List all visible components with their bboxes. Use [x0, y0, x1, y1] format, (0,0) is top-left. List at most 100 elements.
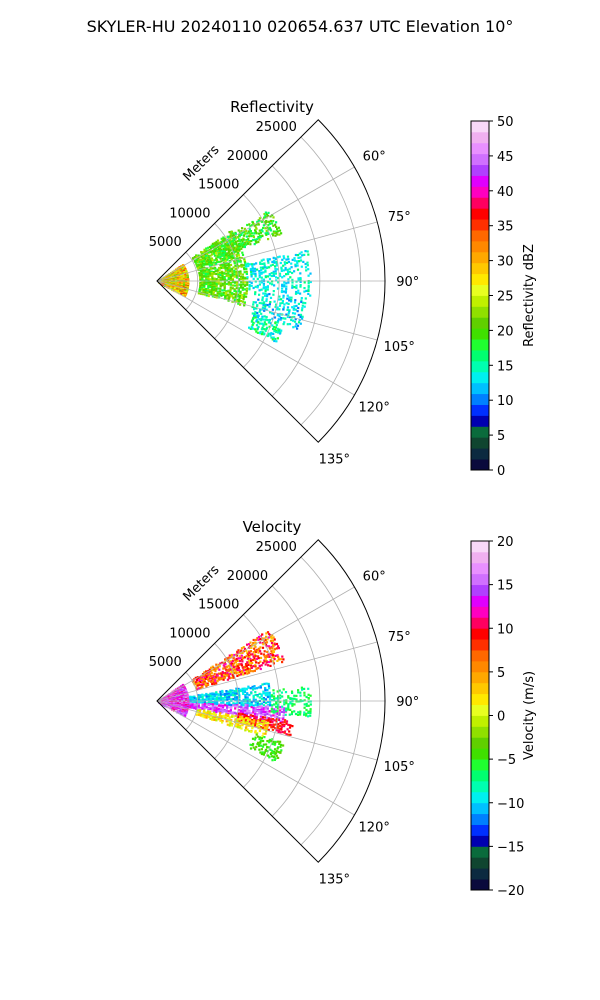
- colorbar-swatch: [471, 382, 489, 395]
- radar-gate: [211, 253, 214, 256]
- radar-gate: [245, 668, 248, 672]
- radar-gate: [220, 248, 223, 251]
- radar-gate: [240, 280, 243, 283]
- radar-gate: [198, 260, 201, 263]
- radar-gate: [257, 667, 260, 670]
- radar-gate: [237, 260, 240, 263]
- reflectivity-panel: Reflectivity 500010000150002000025000Met…: [149, 98, 537, 479]
- radar-gate: [272, 689, 275, 692]
- radar-gate: [265, 632, 268, 635]
- radar-gate: [199, 286, 202, 289]
- radar-gate: [248, 693, 251, 697]
- radar-gate: [191, 706, 194, 709]
- radar-gate: [185, 700, 188, 703]
- radar-gate: [236, 726, 239, 729]
- radar-gate: [279, 706, 282, 709]
- radar-gate: [221, 245, 224, 248]
- colorbar-swatch: [471, 142, 489, 155]
- radar-gate: [215, 696, 219, 699]
- radar-gate: [258, 289, 261, 292]
- radar-gate: [280, 743, 283, 746]
- radar-gate: [209, 251, 212, 254]
- radar-gate: [211, 697, 215, 701]
- radar-gate: [201, 686, 204, 689]
- radar-gate: [230, 718, 233, 722]
- radar-gate: [211, 665, 214, 668]
- radar-gate: [206, 253, 209, 256]
- radar-gate: [234, 267, 238, 270]
- colorbar-swatch: [471, 306, 489, 318]
- radar-gate: [267, 224, 270, 227]
- radar-gate: [284, 691, 288, 694]
- radar-gate: [222, 253, 225, 256]
- radar-gate: [260, 259, 263, 262]
- radar-gate: [260, 706, 263, 709]
- radar-gate: [235, 687, 238, 690]
- radar-gate: [209, 717, 212, 720]
- radar-gate: [235, 689, 238, 692]
- colorbar-tick-label: 50: [497, 115, 514, 130]
- radar-gate: [257, 298, 260, 301]
- radar-gate: [261, 230, 264, 233]
- radar-gate: [256, 702, 259, 705]
- radar-gate: [283, 720, 286, 724]
- radar-gate: [276, 337, 279, 340]
- radar-gate: [204, 269, 207, 272]
- radar-gate: [246, 281, 249, 284]
- radar-gate: [242, 720, 245, 723]
- radar-gate: [267, 220, 271, 223]
- radar-gate: [209, 286, 212, 289]
- radar-gate: [247, 717, 250, 720]
- radar-gate: [219, 706, 222, 709]
- radar-gate: [261, 262, 264, 265]
- radar-gate: [266, 710, 269, 713]
- radar-gate: [213, 272, 216, 275]
- radar-gate: [221, 275, 224, 278]
- radar-gate: [210, 258, 214, 261]
- radar-gate: [268, 293, 271, 296]
- radar-gate: [222, 664, 225, 667]
- radar-gate: [252, 711, 255, 714]
- radar-gate: [224, 663, 227, 666]
- radar-gate: [277, 318, 280, 321]
- radar-gate: [246, 223, 249, 227]
- radar-gate: [235, 255, 239, 258]
- radar-gate: [240, 277, 243, 281]
- radar-gate: [276, 256, 279, 259]
- radar-gate: [209, 710, 212, 713]
- colorbar-tick-label: 10: [497, 394, 514, 409]
- radar-gate: [249, 641, 252, 644]
- radar-gate: [259, 667, 262, 671]
- radar-gate: [291, 286, 294, 289]
- radar-gate: [254, 665, 257, 668]
- radar-gate: [256, 220, 259, 223]
- radar-gate: [207, 251, 210, 254]
- radar-gate: [304, 250, 307, 253]
- radar-gate: [246, 262, 249, 265]
- radar-gate: [247, 669, 250, 672]
- radar-gate: [280, 290, 283, 294]
- radar-gate: [200, 274, 204, 277]
- radar-gate: [241, 671, 244, 674]
- radar-gate: [233, 247, 236, 250]
- radar-gate: [253, 738, 257, 741]
- radar-gate: [236, 718, 239, 721]
- radar-gate: [278, 717, 281, 720]
- radar-gate: [278, 304, 282, 307]
- radar-gate: [264, 292, 267, 295]
- radar-gate: [288, 299, 291, 302]
- radar-gate: [267, 211, 270, 214]
- radar-gate: [277, 658, 281, 661]
- radar-gate: [254, 711, 257, 714]
- radar-gate: [237, 252, 240, 255]
- radar-gate: [268, 277, 272, 280]
- radar-gate: [271, 634, 274, 637]
- radar-gate: [209, 280, 212, 283]
- radar-gate: [275, 749, 278, 752]
- radar-gate: [269, 664, 272, 667]
- radar-gate: [253, 715, 256, 718]
- radar-gate: [284, 291, 287, 294]
- radar-gate: [239, 712, 242, 715]
- radar-gate: [203, 275, 206, 278]
- radar-gate: [271, 308, 274, 311]
